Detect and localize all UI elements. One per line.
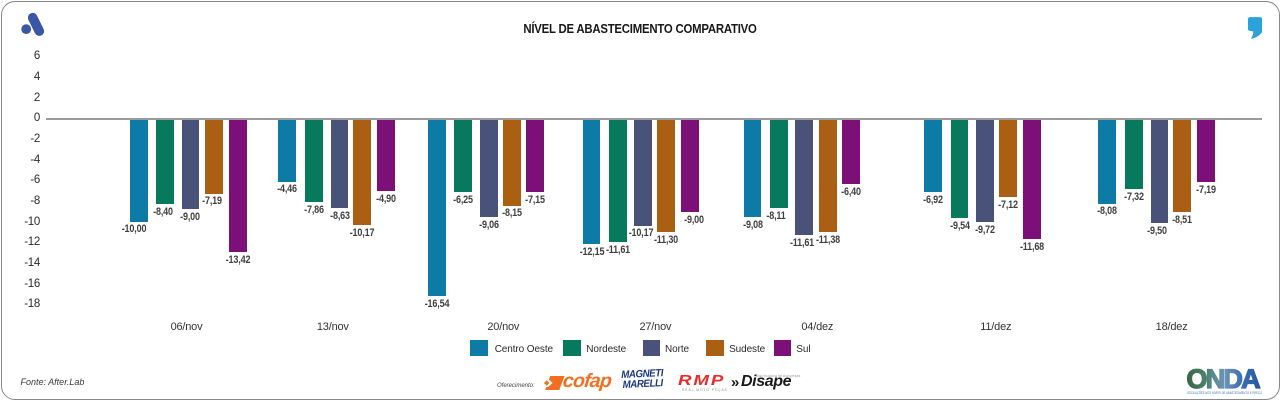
- svg-text:ONDA: ONDA: [1187, 364, 1261, 392]
